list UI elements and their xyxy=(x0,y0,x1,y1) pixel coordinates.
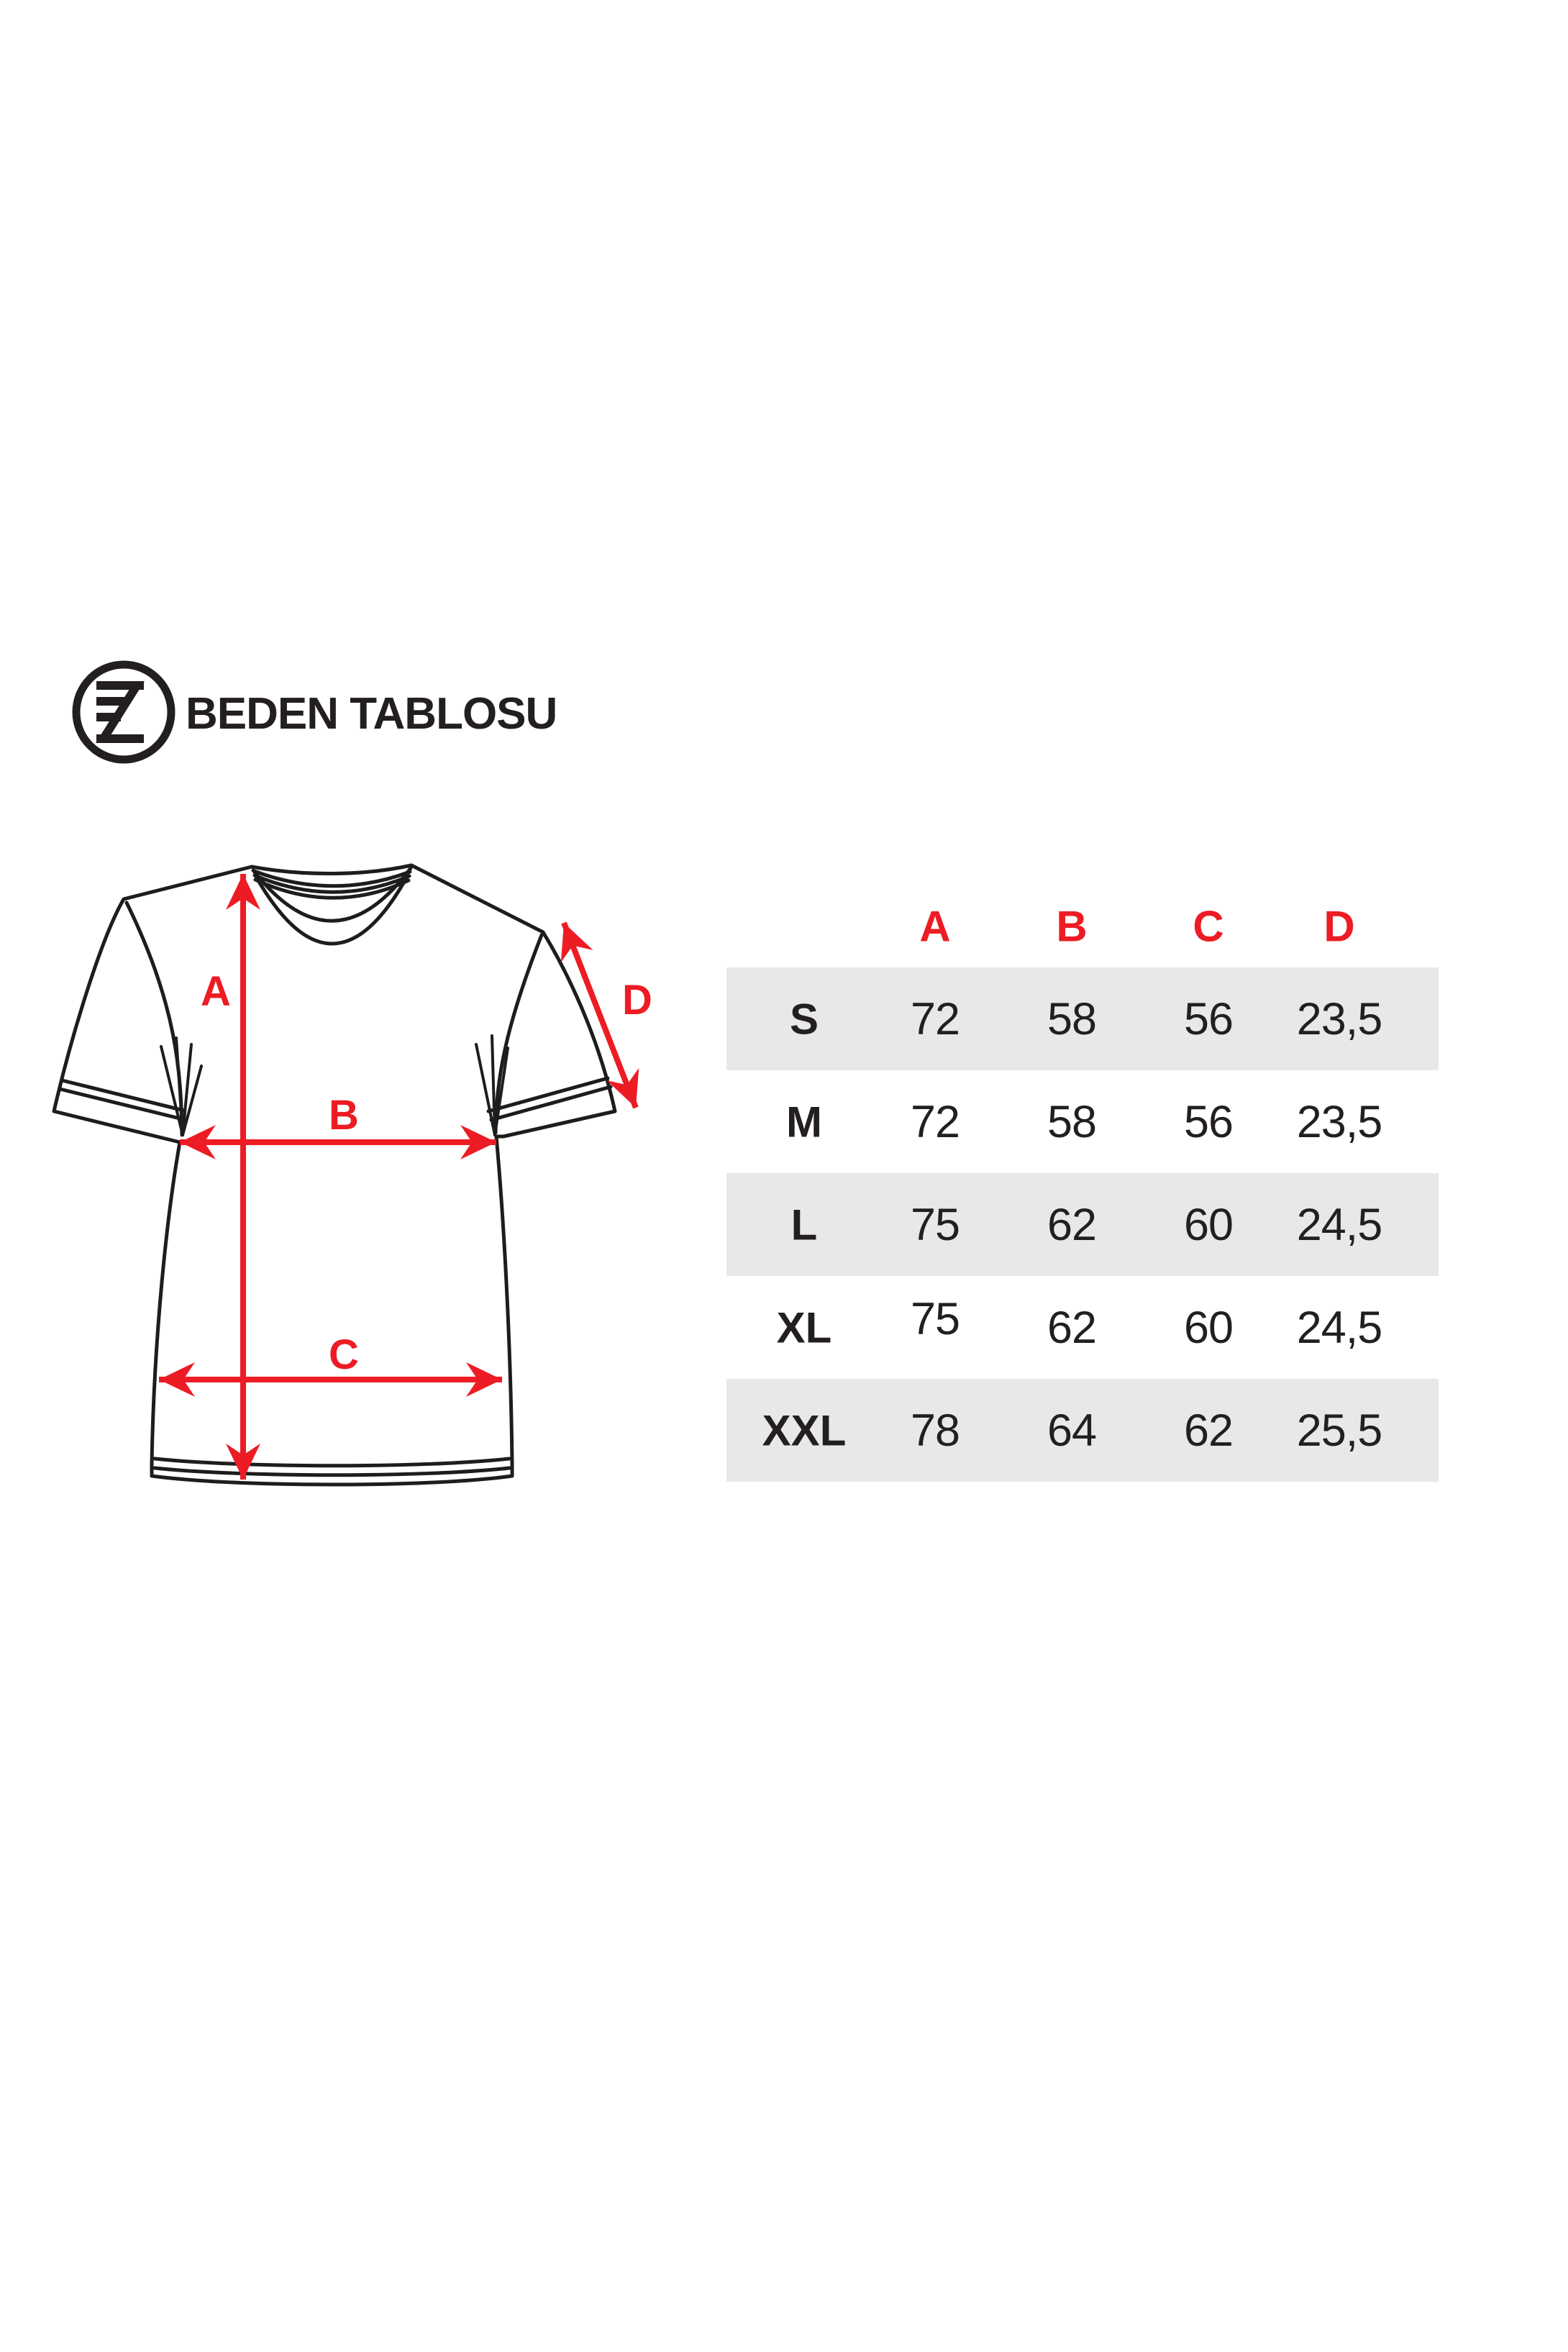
size-table: A B C D S 72 58 56 23,5 M 72 58 56 23,5 … xyxy=(726,885,1439,1482)
value-d: 24,5 xyxy=(1296,1302,1383,1353)
size-table-header: A B C D xyxy=(726,885,1439,967)
size-label: XL xyxy=(776,1303,832,1352)
column-header-d: D xyxy=(1323,902,1355,950)
value-d: 23,5 xyxy=(1296,993,1383,1044)
value-d: 24,5 xyxy=(1296,1199,1383,1250)
table-row-xl: XL 75 62 60 24,5 xyxy=(726,1276,1439,1379)
armpit-creases xyxy=(160,1034,509,1136)
page-title: BEDEN TABLOSU xyxy=(186,689,557,739)
column-header-b: B xyxy=(1056,902,1088,950)
column-header-a: A xyxy=(919,902,951,950)
value-b: 58 xyxy=(1047,993,1097,1044)
value-c: 56 xyxy=(1183,1096,1234,1147)
measure-arrow-d xyxy=(560,921,639,1109)
table-row-xxl: XXL 78 64 62 25,5 xyxy=(726,1379,1439,1482)
table-row-m: M 72 58 56 23,5 xyxy=(726,1070,1439,1173)
value-b: 62 xyxy=(1047,1199,1097,1250)
value-d: 23,5 xyxy=(1296,1096,1383,1147)
value-d: 25,5 xyxy=(1296,1405,1383,1456)
value-c: 60 xyxy=(1183,1199,1234,1250)
size-label: L xyxy=(790,1200,818,1249)
value-b: 62 xyxy=(1047,1302,1097,1353)
value-a: 75 xyxy=(910,1199,960,1250)
table-row-l: L 75 62 60 24,5 xyxy=(726,1173,1439,1276)
logo-z-mark xyxy=(96,681,145,743)
measure-label-a: A xyxy=(201,968,231,1015)
value-c: 60 xyxy=(1183,1302,1234,1353)
value-a: 75 xyxy=(910,1293,960,1344)
measure-label-c: C xyxy=(329,1331,359,1378)
size-label: M xyxy=(786,1098,822,1146)
measure-label-d: D xyxy=(622,977,652,1024)
tshirt-measurement-diagram: A B C D xyxy=(52,863,652,1487)
value-c: 62 xyxy=(1183,1405,1234,1456)
hem-stitches xyxy=(152,1457,511,1477)
measure-label-b: B xyxy=(329,1092,359,1139)
value-c: 56 xyxy=(1183,993,1234,1044)
size-label: XXL xyxy=(762,1406,847,1454)
collar-detail xyxy=(251,866,413,946)
value-a: 72 xyxy=(910,993,960,1044)
right-armhole-seam xyxy=(493,933,544,1135)
left-cuff-stitches xyxy=(58,1078,186,1121)
table-row-s: S 72 58 56 23,5 xyxy=(726,967,1439,1070)
value-b: 58 xyxy=(1047,1096,1097,1147)
logo-circle xyxy=(72,660,176,764)
value-a: 72 xyxy=(910,1096,960,1147)
brand-z-logo-icon xyxy=(72,660,176,764)
column-header-c: C xyxy=(1193,902,1224,950)
value-a: 78 xyxy=(910,1405,960,1456)
tshirt-outline xyxy=(52,863,617,1487)
size-label: S xyxy=(789,995,819,1043)
value-b: 64 xyxy=(1047,1405,1097,1456)
